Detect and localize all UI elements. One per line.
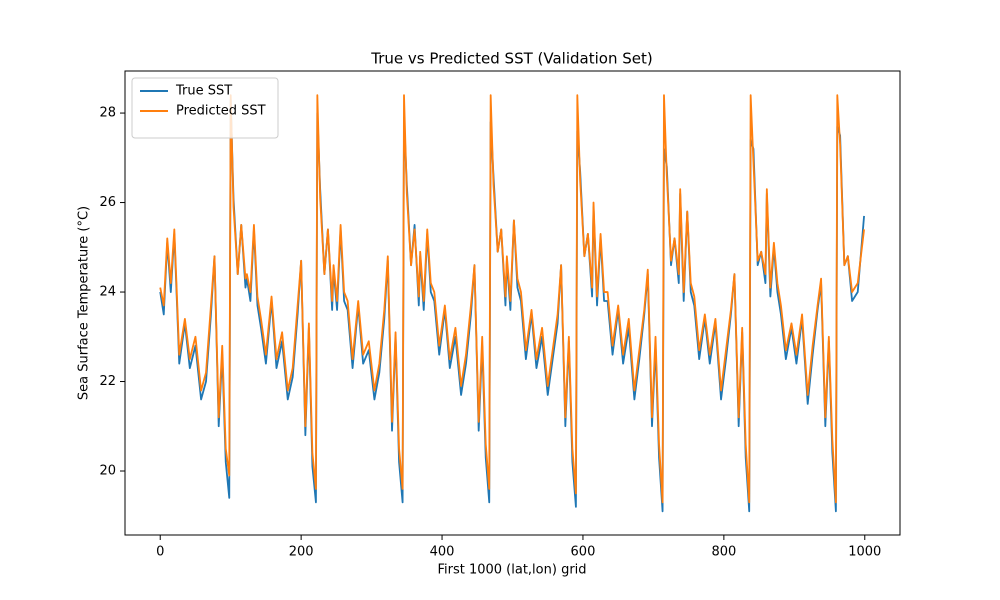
y-tick-label: 28 bbox=[99, 106, 116, 121]
x-axis-label: First 1000 (lat,lon) grid bbox=[437, 563, 586, 578]
y-tick-label: 20 bbox=[99, 464, 116, 479]
x-tick-label: 400 bbox=[430, 545, 455, 560]
y-tick-label: 26 bbox=[99, 195, 116, 210]
x-tick-label: 0 bbox=[156, 545, 164, 560]
plot-frame bbox=[124, 70, 901, 536]
x-tick-label: 600 bbox=[571, 545, 596, 560]
x-tick-label: 1000 bbox=[848, 545, 881, 560]
y-axis-label: Sea Surface Temperature (°C) bbox=[77, 206, 92, 400]
x-tick-label: 200 bbox=[289, 545, 314, 560]
legend-label: True SST bbox=[175, 84, 232, 99]
series-line bbox=[159, 94, 865, 504]
legend-box bbox=[131, 77, 279, 139]
y-tick-label: 24 bbox=[99, 285, 116, 300]
y-tick-label: 22 bbox=[99, 374, 116, 389]
x-tick-label: 800 bbox=[711, 545, 736, 560]
chart-title: True vs Predicted SST (Validation Set) bbox=[370, 50, 652, 68]
legend-label: Predicted SST bbox=[176, 104, 266, 119]
